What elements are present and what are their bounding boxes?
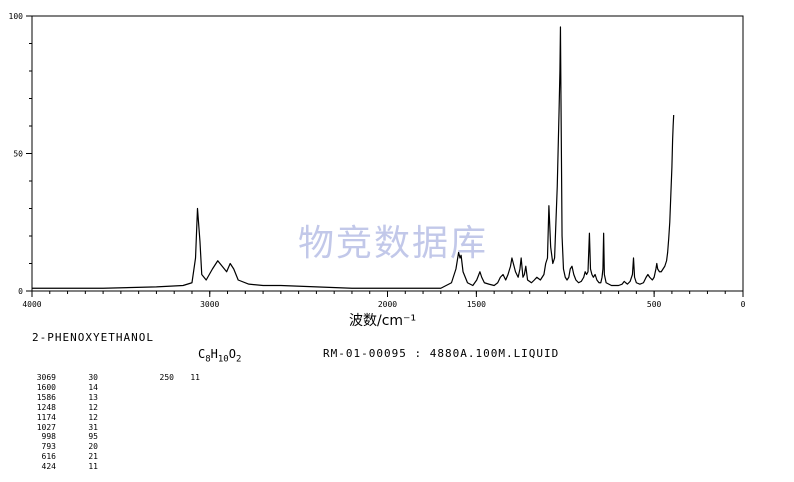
- peak-table-column-2: 250 11: [158, 373, 200, 383]
- peak-intensity: 11: [190, 373, 200, 382]
- peak-intensity: 12: [88, 412, 98, 422]
- peak-row: 998 95: [30, 432, 98, 442]
- peak-wavenumber: 1027: [36, 422, 56, 432]
- formula-o-count: 2: [235, 354, 242, 365]
- peak-wavenumber: 424: [41, 462, 56, 472]
- peak-row: 424 11: [30, 462, 98, 472]
- peak-row: 1248 12: [30, 403, 98, 413]
- peak-row: 250 11: [158, 373, 200, 383]
- peak-intensity: 30: [88, 373, 98, 382]
- peak-wavenumber: 998: [41, 432, 56, 442]
- x-axis: 4000 3000 2000 1500 500 0: [22, 291, 746, 309]
- peak-row: 1586 13: [30, 393, 98, 403]
- peak-table: 3069 30 1600 14 1586 13 1248 12 1174 12 1027 31 998 9…: [30, 373, 98, 472]
- watermark-text: 物竞数据库: [298, 223, 488, 264]
- y-tick-label: 50: [13, 150, 23, 159]
- formula-o: O: [228, 347, 236, 361]
- peak-row: 3069 30: [30, 373, 98, 383]
- peak-wavenumber: 1248: [36, 402, 56, 412]
- peak-intensity: 20: [88, 442, 98, 452]
- peak-row: 1600 14: [30, 383, 98, 393]
- formula-c: C: [198, 347, 206, 361]
- formula-h: H: [210, 347, 218, 361]
- peak-wavenumber: 1600: [36, 382, 56, 392]
- sample-info: RM-01-00095 : 4880A.100M.LIQUID: [323, 347, 560, 360]
- peak-wavenumber: 250: [159, 373, 174, 382]
- peak-row: 616 21: [30, 452, 98, 462]
- peak-intensity: 95: [88, 432, 98, 442]
- peak-intensity: 13: [88, 392, 98, 402]
- y-tick-label: 0: [18, 287, 23, 296]
- peak-wavenumber: 793: [41, 442, 56, 452]
- formula-h-count: 10: [217, 354, 229, 365]
- peak-intensity: 21: [88, 452, 98, 462]
- x-tick-label: 3000: [200, 300, 219, 309]
- x-tick-label: 2000: [378, 300, 397, 309]
- x-tick-label: 0: [741, 300, 746, 309]
- molecular-formula: C8H10O2: [198, 347, 241, 364]
- peak-intensity: 14: [88, 382, 98, 392]
- y-axis: 100 50 0: [9, 12, 32, 296]
- peak-intensity: 31: [88, 422, 98, 432]
- peak-wavenumber: 1586: [36, 392, 56, 402]
- peak-wavenumber: 1174: [36, 412, 56, 422]
- peak-row: 1027 31: [30, 423, 98, 433]
- peak-row: 793 20: [30, 442, 98, 452]
- y-tick-label: 100: [9, 12, 24, 21]
- peak-intensity: 12: [88, 402, 98, 412]
- compound-name: 2-PHENOXYETHANOL: [32, 331, 154, 344]
- x-axis-label: 波数/cm⁻¹: [349, 313, 416, 329]
- peak-row: 1174 12: [30, 413, 98, 423]
- x-tick-label: 500: [647, 300, 662, 309]
- peak-wavenumber: 3069: [36, 373, 56, 382]
- x-tick-label: 4000: [22, 300, 41, 309]
- peak-intensity: 11: [88, 462, 98, 472]
- spectrum-line: [32, 26, 675, 289]
- spectrum-series: [32, 26, 675, 289]
- formula-c-count: 8: [205, 354, 211, 365]
- peak-wavenumber: 616: [41, 452, 56, 462]
- x-tick-label: 1500: [467, 300, 486, 309]
